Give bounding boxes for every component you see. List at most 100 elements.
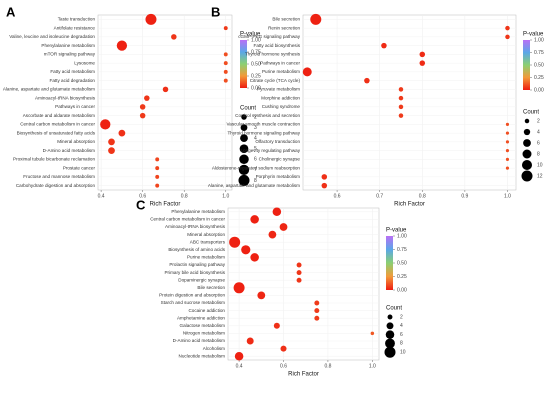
size-legend-label: 10 — [537, 162, 543, 168]
plot-area — [97, 14, 233, 191]
size-legend-dot — [385, 338, 395, 349]
bubble — [144, 95, 150, 101]
bubble — [302, 67, 312, 77]
y-tick-label: Alanine, aspartate and glutamate metabol… — [208, 183, 300, 188]
colorbar-tick-label: 0.50 — [251, 61, 261, 67]
size-legend-label: 8 — [537, 151, 540, 157]
bubble — [296, 277, 302, 283]
bubble — [223, 69, 228, 74]
x-tick-label: 0.8 — [419, 193, 426, 199]
x-tick-label: 0.8 — [324, 363, 331, 369]
size-legend-label: 8 — [400, 341, 403, 347]
bubble — [139, 104, 146, 110]
y-tick-label: Porphyrin metabolism — [256, 174, 301, 179]
panel-label: A — [6, 4, 16, 19]
x-tick-label: 0.8 — [181, 193, 188, 199]
bubble — [229, 236, 241, 248]
color-legend-title: P-value — [386, 228, 407, 234]
bubble — [314, 300, 320, 306]
colorbar-tick-label: 0.00 — [251, 85, 261, 91]
colorbar — [386, 236, 393, 290]
size-legend-title: Count — [386, 306, 402, 312]
y-tick-label: Phenylalanine metabolism — [171, 209, 225, 214]
bubble — [155, 166, 160, 171]
bubble — [250, 215, 259, 224]
y-tick-label: Galactose metabolism — [180, 323, 226, 328]
bubble — [505, 25, 510, 31]
y-tick-label: Protein digestion and absorption — [159, 293, 225, 298]
y-tick-label: Aldosterone-regulated sodium reabsorptio… — [212, 165, 301, 170]
bubble — [505, 166, 510, 170]
bubble — [419, 60, 426, 66]
size-legend-label: 6 — [537, 140, 540, 146]
y-tick-label: Ascorbate and aldarate metabolism — [23, 113, 95, 118]
y-tick-label: Dopaminergic synapse — [178, 277, 225, 282]
bubble — [296, 262, 302, 268]
y-tick-label: Cholinergic synapse — [259, 157, 301, 162]
bubble — [310, 13, 322, 25]
y-tick-label: Primary bile acid biosynthesis — [164, 270, 225, 275]
color-legend-title: P-value — [523, 32, 544, 38]
bubble — [233, 282, 245, 294]
x-tick-label: 0.4 — [236, 363, 243, 369]
y-tick-label: Pathways in cancer — [260, 60, 300, 65]
bubble — [162, 86, 169, 93]
y-tick-label: Aminoacyl-tRNA biosynthesis — [35, 95, 96, 100]
y-tick-label: mTOR signaling pathway — [44, 52, 96, 57]
colorbar-tick-label: 0.50 — [534, 62, 544, 68]
bubble — [108, 147, 115, 154]
bubble — [223, 61, 228, 66]
size-legend-label: 8 — [254, 178, 257, 184]
colorbar-tick-label: 0.25 — [534, 75, 544, 81]
size-legend-label: 4 — [400, 323, 403, 329]
y-tick-label: Cortisol synthesis and secretion — [235, 113, 300, 118]
bubble — [314, 308, 320, 314]
size-legend-label: 10 — [400, 350, 406, 356]
y-tick-label: Pathways in cancer — [55, 104, 95, 109]
y-tick-label: Morphine addiction — [261, 95, 300, 100]
bubble — [155, 174, 160, 179]
colorbar-tick-label: 0.25 — [251, 73, 261, 79]
y-tick-label: Cushing syndrome — [262, 104, 301, 109]
size-legend-dot — [524, 118, 530, 124]
bubble — [223, 52, 228, 57]
bubble — [234, 351, 244, 361]
size-legend-label: 2 — [400, 314, 403, 320]
y-tick-label: Prostate cancer — [63, 165, 96, 170]
bubble — [108, 138, 115, 146]
bubble — [118, 129, 126, 137]
y-tick-label: Proximal tubule bicarbonate reclamation — [13, 157, 95, 162]
bubble — [505, 34, 510, 40]
size-legend-dot — [387, 314, 393, 320]
colorbar-tick-label: 0.75 — [251, 49, 261, 55]
bubble — [505, 131, 510, 135]
bubble — [223, 26, 228, 31]
y-tick-label: Fatty acid biosynthesis — [254, 43, 301, 48]
y-tick-label: Renin secretion — [268, 25, 300, 30]
colorbar-tick-label: 1.00 — [534, 37, 544, 43]
colorbar-tick-label: 0.75 — [534, 50, 544, 56]
size-legend-label: 6 — [254, 157, 257, 163]
size-legend-dot — [384, 346, 396, 358]
y-tick-label: Fructose and mannose metabolism — [23, 174, 95, 179]
colorbar-tick-label: 0.25 — [397, 274, 407, 280]
x-tick-label: 0.7 — [376, 193, 383, 199]
bubble — [505, 157, 510, 161]
bubble — [100, 119, 111, 130]
size-legend-dot — [385, 330, 395, 339]
y-tick-label: Alanine, aspartate and glutamate metabol… — [3, 87, 95, 92]
y-tick-label: Starch and sucrose metabolism — [161, 300, 226, 305]
y-tick-label: ABC transporters — [190, 239, 226, 244]
bubble — [370, 331, 375, 336]
y-tick-label: Lysosome — [74, 60, 95, 65]
colorbar-tick-label: 1.00 — [251, 37, 261, 43]
size-legend-dot — [523, 139, 531, 147]
size-legend-label: 4 — [254, 135, 257, 141]
color-legend-title: P-value — [240, 32, 261, 38]
y-tick-label: Central carbon metabolism in cancer — [20, 122, 95, 127]
colorbar — [240, 40, 247, 88]
y-tick-label: Bile secretion — [197, 285, 225, 290]
bubble — [246, 337, 254, 345]
